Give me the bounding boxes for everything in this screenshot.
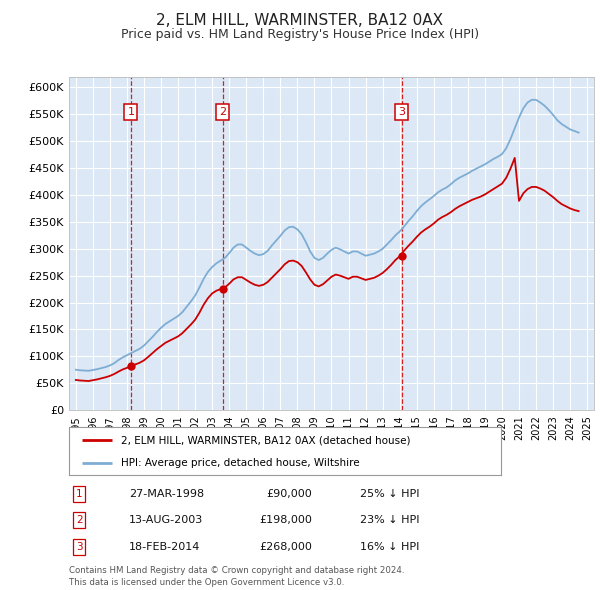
Text: 1: 1 xyxy=(127,107,134,117)
Text: 2, ELM HILL, WARMINSTER, BA12 0AX (detached house): 2, ELM HILL, WARMINSTER, BA12 0AX (detac… xyxy=(121,435,410,445)
Text: 3: 3 xyxy=(76,542,83,552)
Text: 27-MAR-1998: 27-MAR-1998 xyxy=(129,489,204,499)
Text: 13-AUG-2003: 13-AUG-2003 xyxy=(129,516,203,525)
Text: 18-FEB-2014: 18-FEB-2014 xyxy=(129,542,200,552)
Text: 1: 1 xyxy=(76,489,83,499)
Text: 3: 3 xyxy=(398,107,405,117)
Text: Price paid vs. HM Land Registry's House Price Index (HPI): Price paid vs. HM Land Registry's House … xyxy=(121,28,479,41)
Text: HPI: Average price, detached house, Wiltshire: HPI: Average price, detached house, Wilt… xyxy=(121,458,359,468)
Text: Contains HM Land Registry data © Crown copyright and database right 2024.
This d: Contains HM Land Registry data © Crown c… xyxy=(69,566,404,587)
Text: 2, ELM HILL, WARMINSTER, BA12 0AX: 2, ELM HILL, WARMINSTER, BA12 0AX xyxy=(157,13,443,28)
Text: £90,000: £90,000 xyxy=(266,489,312,499)
Text: 25% ↓ HPI: 25% ↓ HPI xyxy=(360,489,419,499)
Text: 2: 2 xyxy=(219,107,226,117)
Text: 23% ↓ HPI: 23% ↓ HPI xyxy=(360,516,419,525)
Text: £268,000: £268,000 xyxy=(259,542,312,552)
Text: 16% ↓ HPI: 16% ↓ HPI xyxy=(360,542,419,552)
Text: £198,000: £198,000 xyxy=(259,516,312,525)
Text: 2: 2 xyxy=(76,516,83,525)
